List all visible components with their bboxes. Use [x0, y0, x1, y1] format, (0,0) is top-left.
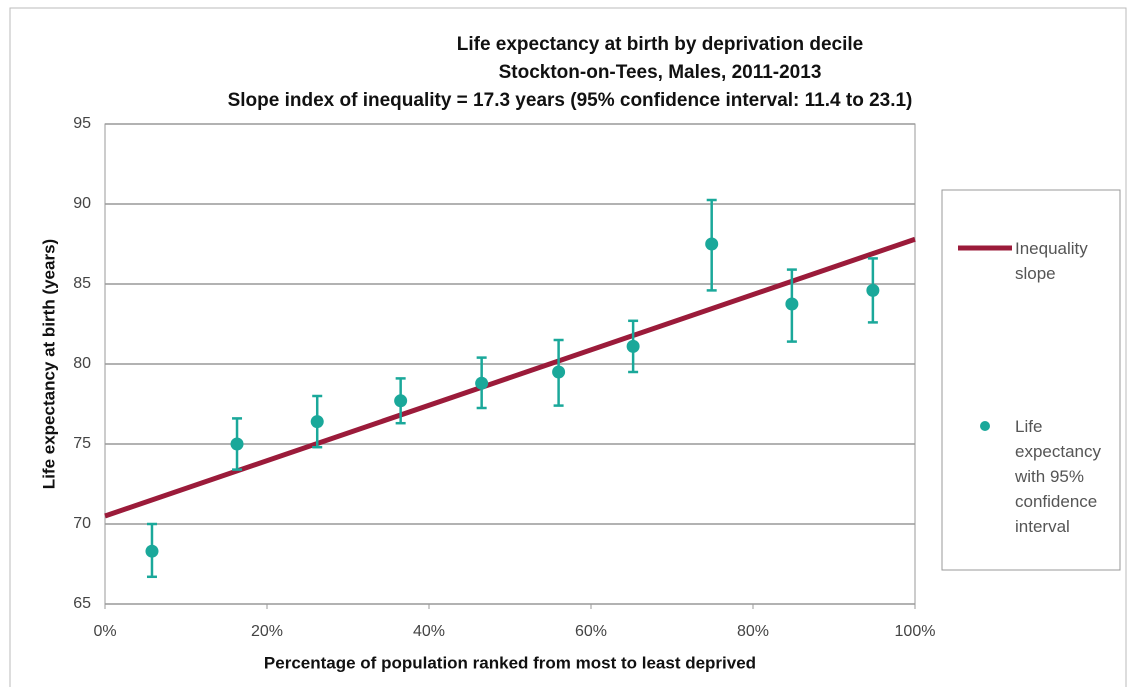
point — [145, 544, 159, 558]
x-tick-label: 60% — [575, 623, 607, 640]
x-tick-label: 100% — [895, 623, 936, 640]
legend-box — [941, 189, 1121, 571]
x-tick-label: 0% — [93, 623, 116, 640]
y-tick-label: 90 — [73, 195, 91, 212]
annotation: Slope index of inequality = 17.3 years (… — [228, 90, 913, 111]
y-tick-label: 95 — [73, 115, 91, 132]
point — [705, 237, 719, 251]
legend-label: Inequality slope — [1015, 239, 1088, 283]
legend-swatch — [980, 421, 990, 431]
point — [310, 415, 324, 429]
point — [785, 297, 799, 311]
y-tick-label: 75 — [73, 435, 91, 452]
x-axis-label: Percentage of population ranked from mos… — [264, 653, 756, 672]
x-tick-label: 20% — [251, 623, 283, 640]
chart-title: Life expectancy at birth by deprivation … — [457, 34, 864, 55]
point — [552, 365, 566, 379]
x-tick-label: 80% — [737, 623, 769, 640]
y-tick-label: 80 — [73, 355, 91, 372]
y-axis-label: Life expectancy at birth (years) — [39, 239, 58, 489]
legend-label: Life expectancy with 95% confidence inte… — [1015, 417, 1101, 536]
point — [866, 283, 880, 297]
y-tick-label: 70 — [73, 515, 91, 532]
point — [626, 339, 640, 353]
x-tick-label: 40% — [413, 623, 445, 640]
frame — [9, 7, 1127, 687]
slope-line — [104, 236, 916, 519]
y-tick-label: 65 — [73, 595, 91, 612]
point — [475, 376, 489, 390]
point — [230, 437, 244, 451]
y-tick-label: 85 — [73, 275, 91, 292]
point — [394, 394, 408, 408]
chart-subtitle: Stockton-on-Tees, Males, 2011-2013 — [499, 62, 822, 83]
